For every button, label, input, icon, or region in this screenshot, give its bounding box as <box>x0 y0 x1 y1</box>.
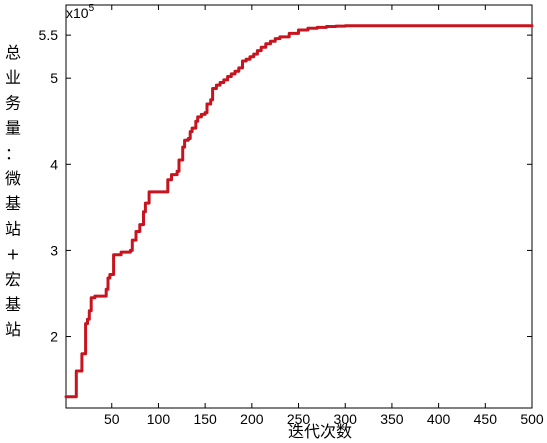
y-axis-title-char: 微 <box>5 169 21 188</box>
y-axis-title-char: 基 <box>5 194 21 213</box>
x-tick-label: 450 <box>474 411 498 427</box>
y-axis-title-char: + <box>6 245 19 264</box>
x-tick-label: 500 <box>520 411 544 427</box>
y-axis-title-char: 业 <box>5 68 21 87</box>
y-axis-title-char: 量 <box>5 119 21 138</box>
x-tick-label: 350 <box>380 411 404 427</box>
series-line <box>64 24 534 399</box>
y-multiplier-base: x10 <box>66 5 89 21</box>
x-tick-label: 400 <box>427 411 451 427</box>
y-axis-title-char: 站 <box>5 320 21 339</box>
plot-frame <box>65 4 533 409</box>
y-tick-label: 2 <box>50 329 58 345</box>
x-tick-label: 100 <box>147 411 171 427</box>
y-axis-title-char: 基 <box>5 295 21 314</box>
x-tick-label: 250 <box>287 411 311 427</box>
y-tick-label: 5 <box>50 70 58 86</box>
y-axis-title-char: 站 <box>5 219 21 238</box>
x-tick-label: 150 <box>193 411 217 427</box>
y-tick-label: 4 <box>50 156 58 172</box>
y-axis-title-char: 总 <box>5 43 21 62</box>
y-tick-label: 5.5 <box>39 27 59 43</box>
x-tick-label: 50 <box>104 411 120 427</box>
y-multiplier: x105 <box>66 3 95 21</box>
x-axis: 50 100 150 200 250 300 350 400 450 500 <box>104 5 544 427</box>
x-tick-label: 300 <box>334 411 358 427</box>
x-tick-label: 200 <box>240 411 264 427</box>
y-axis-title-char: 务 <box>5 93 21 112</box>
y-tick-label: 3 <box>50 242 58 258</box>
y-multiplier-exponent: 5 <box>89 3 95 14</box>
y-axis-title-char: 宏 <box>5 270 21 289</box>
y-axis-title-char: ： <box>5 144 21 163</box>
y-axis: 2 3 4 5 5.5 <box>39 27 532 345</box>
x-axis-title: 迭代次数 <box>288 422 352 441</box>
